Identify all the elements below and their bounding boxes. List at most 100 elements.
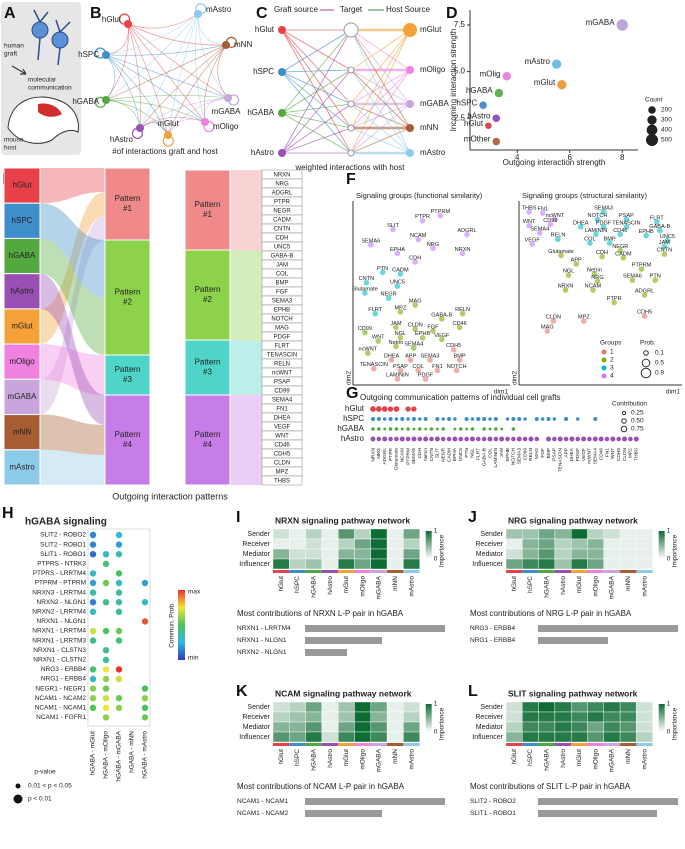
pattern-label: #4 [203,440,212,449]
column-label: mNN [392,576,399,591]
dot [89,531,97,539]
dot [102,627,110,635]
dot [411,436,417,442]
heat-cell [554,721,572,733]
legend-title: Contribution [612,401,647,408]
point [641,313,648,319]
row-label: SLIT2 - ROBO2 [40,532,86,539]
bar [538,810,657,817]
heat-cell [619,711,637,723]
point [422,376,429,382]
point [459,250,466,257]
plot-title: SLIT signaling pathway network [508,688,638,698]
dot [115,637,123,644]
network-edge [105,44,227,56]
network-node [102,51,110,59]
heat-cell [354,711,371,723]
heat-cell [538,548,556,560]
colorbar [658,531,665,559]
panel-letter: B [90,5,102,22]
point [552,216,558,223]
row-label: Influencer [239,734,270,741]
flow [230,259,262,269]
dot [575,436,581,442]
color-strip [506,570,523,573]
row-label: SLIT1 - ROBO1 [40,551,86,558]
column-label: CLDN [622,447,628,461]
cell-label: hSPC [12,216,33,225]
point-label: mOther [464,135,491,144]
heat-cell [636,558,653,570]
column-label: NCAM [400,448,406,462]
heat-cell [403,558,420,570]
column-label: WNT [610,448,616,459]
point-label: RELN [455,307,470,313]
dot [616,436,621,442]
network-edge [195,13,206,123]
point [600,224,607,230]
cell-label: hGlut [12,181,32,190]
column-label: NRG [376,448,382,459]
color-strip [587,743,604,746]
dot [487,436,493,442]
flow [230,268,262,278]
flow [230,376,262,386]
heat-cell [289,731,306,743]
dot [511,427,516,431]
row-label: Influencer [472,561,503,568]
column-label: PTPR [388,447,394,460]
row-label: NRXN1 - LRRTM3 [32,637,86,644]
edge [281,69,352,154]
point [544,328,551,334]
network-edge [197,13,227,46]
heat-cell [603,538,621,550]
heat-cell [505,701,523,713]
edge [281,103,352,154]
row-label: Receiver [475,541,503,548]
plot-title: hGABA signaling [25,517,107,528]
point-label: PTN [650,274,661,280]
heat-cell [370,701,388,713]
network-edge [105,94,229,101]
dot [610,436,616,442]
point-label: Netrin [587,267,602,273]
heat-cell [505,538,523,550]
column-label: NOTCH [511,447,517,465]
signal-label: ncWNT [272,370,292,376]
point-label: FLRT [368,307,382,313]
bar-title: Most contributions of NCAM L-P pair in h… [237,782,405,791]
edge [281,29,352,71]
edge [281,127,352,154]
point [539,210,546,216]
point-label: hGlut [464,119,484,128]
point-label: EPHB [415,331,431,337]
pattern-label: Pattern [195,285,221,294]
dot [540,417,545,421]
header: Host Source [386,5,431,14]
x-tick-label: 6 [568,153,573,162]
bar-label: SLIT2 - ROBO2 [470,798,516,805]
point-label: PDGF [596,220,612,226]
signal-label: VEGF [274,424,291,430]
flow [230,250,262,260]
column-label: BMP [546,448,552,458]
bar-label: NRG1 - ERBB4 [470,637,516,644]
point [557,80,567,90]
point-label: CDH [596,250,608,256]
heat-cell [619,538,637,550]
node-label: mOligo [420,65,446,74]
colorbar-title: Importance [671,534,678,567]
heat-cell [636,721,653,733]
point-label: NRXN [455,247,471,253]
legend-label: 1 [610,349,614,356]
point-label: SLIT [387,223,399,229]
column-label: hGABA [310,575,317,597]
point-label: PTPRM [431,209,451,215]
dot [452,436,458,442]
target-node [347,66,355,74]
point [439,316,445,322]
dot [394,417,399,421]
node-label: hSPC [78,50,99,59]
target-node [347,149,355,157]
point-label: MPZ [578,315,590,321]
